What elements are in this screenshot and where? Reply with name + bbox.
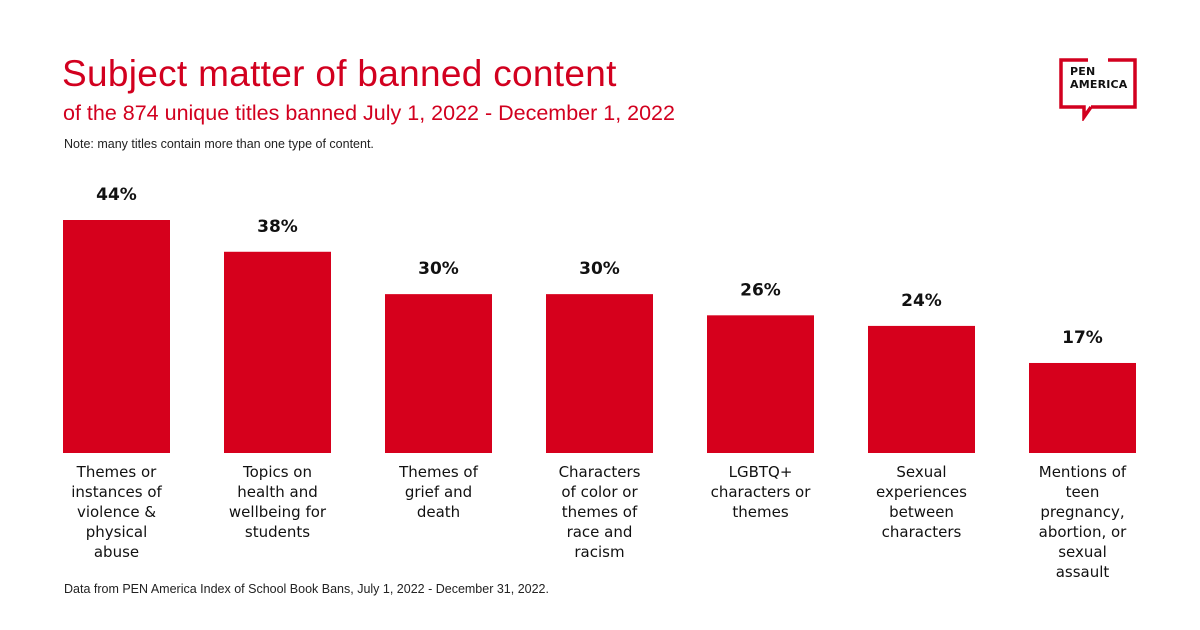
bar-5 <box>707 315 814 453</box>
logo-line-1: PEN <box>1070 65 1096 78</box>
category-label-line: instances of <box>71 483 162 501</box>
bar-2 <box>224 251 331 453</box>
category-label-line: of color or <box>561 483 638 501</box>
category-label-line: racism <box>574 543 625 561</box>
category-label-3: Themes of grief and death <box>369 462 509 522</box>
category-label-line: physical <box>85 523 148 541</box>
category-label-6: Sexual experiences between characters <box>852 462 992 542</box>
category-label-line: LGBTQ+ <box>728 463 793 481</box>
category-label-line: experiences <box>876 483 967 501</box>
bar-1 <box>63 220 170 453</box>
chart-note: Note: many titles contain more than one … <box>64 137 374 151</box>
bar-4 <box>546 294 653 453</box>
category-label-line: themes of <box>561 503 638 521</box>
logo-line-2: AMERICA <box>1070 78 1128 91</box>
category-label-line: Mentions of <box>1038 463 1127 481</box>
bar-6 <box>868 325 975 453</box>
category-label-5: LGBTQ+ characters or themes <box>691 462 831 522</box>
category-label-line: Themes or <box>76 463 157 481</box>
category-label-2: Topics on health and wellbeing for students <box>208 462 348 542</box>
category-label-line: race and <box>566 523 633 541</box>
category-label-line: health and <box>237 483 318 501</box>
category-label-line: students <box>244 523 311 541</box>
category-label-line: Themes of <box>399 463 478 481</box>
category-label-line: wellbeing for <box>228 503 327 521</box>
category-label-line: sexual <box>1058 543 1107 561</box>
bar-7 <box>1029 362 1136 453</box>
category-label-line: Sexual <box>896 463 947 481</box>
data-label-5: 26% <box>740 280 781 300</box>
category-label-line: teen <box>1065 483 1100 501</box>
category-label-7: Mentions of teen pregnancy, abortion, or sex… <box>1013 462 1153 582</box>
chart-title: Subject matter of banned content <box>62 53 617 94</box>
category-label-line: abuse <box>93 543 140 561</box>
category-label-line: assault <box>1055 563 1110 581</box>
category-label-line: violence & <box>76 503 157 521</box>
category-label-line: characters <box>881 523 962 541</box>
chart-subtitle: of the 874 unique titles banned July 1, … <box>63 101 675 125</box>
category-label-line: characters or <box>710 483 811 501</box>
category-label-line: death <box>416 503 461 521</box>
source-note: Data from PEN America Index of School Bo… <box>64 582 549 596</box>
category-label-line: grief and <box>404 483 473 501</box>
category-label-line: abortion, or <box>1038 523 1127 541</box>
pen-america-logo: PEN AMERICA <box>1058 55 1138 123</box>
category-label-line: themes <box>732 503 789 521</box>
category-label-1: Themes or instances of violence & physical a… <box>47 462 187 562</box>
data-label-6: 24% <box>901 291 942 311</box>
category-label-line: between <box>889 503 954 521</box>
data-label-7: 17% <box>1062 328 1103 348</box>
data-label-3: 30% <box>418 259 459 279</box>
category-label-4: Characters of color or themes of race and ra… <box>530 462 670 562</box>
data-label-2: 38% <box>257 217 298 237</box>
data-label-4: 30% <box>579 259 620 279</box>
category-label-line: Characters <box>558 463 641 481</box>
category-label-line: Topics on <box>243 463 312 481</box>
category-label-line: pregnancy, <box>1040 503 1125 521</box>
logo-text: PEN AMERICA <box>1070 65 1128 91</box>
bar-3 <box>385 294 492 453</box>
data-label-1: 44% <box>96 185 137 205</box>
speech-bubble-bracket-icon <box>1059 58 1137 123</box>
